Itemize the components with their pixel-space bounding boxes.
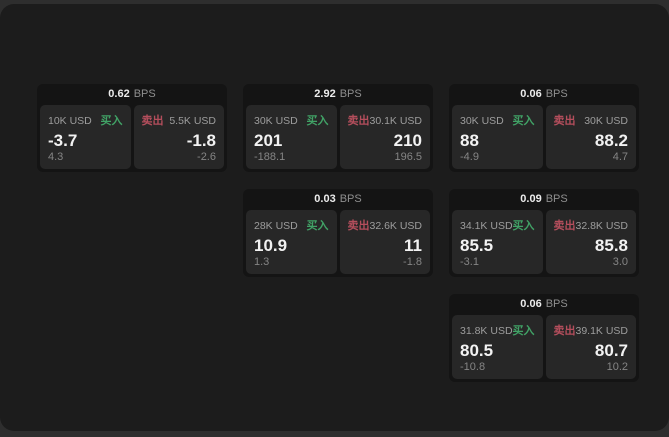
card-body: 34.1K USD 买入 85.5 -3.1 卖出 32.8K USD 85.8… bbox=[449, 209, 639, 277]
card-body: 28K USD 买入 10.9 1.3 卖出 32.6K USD 11 -1.8 bbox=[243, 209, 433, 277]
buy-price: 80.5 bbox=[460, 341, 494, 361]
sell-change: 10.2 bbox=[606, 361, 628, 373]
buy-price: 201 bbox=[254, 131, 283, 151]
buy-change: -10.8 bbox=[460, 361, 486, 373]
sell-action-label: 卖出 bbox=[141, 115, 164, 128]
bps-value: 0.06 bbox=[520, 88, 542, 101]
quote-card: 0.06 BPS 30K USD 买入 88 -4.9 卖出 30K USD bbox=[449, 84, 639, 172]
sell-amount: 32.6K USD bbox=[369, 220, 423, 233]
bps-unit-label: BPS bbox=[545, 88, 568, 101]
buy-action-label: 买入 bbox=[512, 115, 535, 128]
card-body: 30K USD 买入 88 -4.9 卖出 30K USD 88.2 4.7 bbox=[449, 104, 639, 172]
bps-value: 0.62 bbox=[108, 88, 130, 101]
sell-panel[interactable]: 卖出 39.1K USD 80.7 10.2 bbox=[545, 315, 636, 379]
sell-panel[interactable]: 卖出 30K USD 88.2 4.7 bbox=[545, 105, 636, 169]
sell-price: 80.7 bbox=[594, 341, 628, 361]
sell-action-label: 卖出 bbox=[347, 115, 370, 128]
quote-card: 0.06 BPS 31.8K USD 买入 80.5 -10.8 卖出 39.1… bbox=[449, 294, 639, 382]
card-header: 0.09 BPS bbox=[449, 189, 639, 209]
buy-panel[interactable]: 31.8K USD 买入 80.5 -10.8 bbox=[452, 315, 543, 379]
card-body: 30K USD 买入 201 -188.1 卖出 30.1K USD 210 1… bbox=[243, 104, 433, 172]
buy-change: -188.1 bbox=[254, 151, 286, 163]
buy-panel[interactable]: 34.1K USD 买入 85.5 -3.1 bbox=[452, 210, 543, 274]
bps-unit-label: BPS bbox=[339, 88, 362, 101]
buy-amount: 30K USD bbox=[460, 115, 504, 128]
buy-panel[interactable]: 10K USD 买入 -3.7 4.3 bbox=[40, 105, 131, 169]
sell-amount: 39.1K USD bbox=[575, 325, 629, 338]
quote-card: 0.09 BPS 34.1K USD 买入 85.5 -3.1 卖出 32.8K… bbox=[449, 189, 639, 277]
buy-amount: 34.1K USD bbox=[460, 220, 513, 233]
sell-amount: 5.5K USD bbox=[169, 115, 216, 128]
quote-card: 0.03 BPS 28K USD 买入 10.9 1.3 卖出 32.6K US… bbox=[243, 189, 433, 277]
buy-price: 10.9 bbox=[254, 236, 288, 256]
buy-change: -4.9 bbox=[460, 151, 479, 163]
buy-action-label: 买入 bbox=[306, 220, 329, 233]
quote-cards-grid: 0.62 BPS 10K USD 买入 -3.7 4.3 卖出 5.5K USD bbox=[37, 84, 639, 382]
buy-price: -3.7 bbox=[48, 131, 78, 151]
buy-panel[interactable]: 30K USD 买入 88 -4.9 bbox=[452, 105, 543, 169]
buy-change: 1.3 bbox=[254, 256, 270, 268]
bps-unit-label: BPS bbox=[339, 193, 362, 206]
buy-change: -3.1 bbox=[460, 256, 479, 268]
sell-action-label: 卖出 bbox=[347, 220, 370, 233]
card-header: 0.62 BPS bbox=[37, 84, 227, 104]
buy-action-label: 买入 bbox=[100, 115, 123, 128]
sell-action-label: 卖出 bbox=[553, 115, 576, 128]
sell-action-label: 卖出 bbox=[553, 220, 576, 233]
buy-amount: 10K USD bbox=[48, 115, 92, 128]
card-header: 0.06 BPS bbox=[449, 84, 639, 104]
sell-amount: 30K USD bbox=[584, 115, 628, 128]
sell-panel[interactable]: 卖出 32.6K USD 11 -1.8 bbox=[339, 210, 430, 274]
buy-amount: 30K USD bbox=[254, 115, 298, 128]
buy-price: 88 bbox=[460, 131, 479, 151]
quote-card: 0.62 BPS 10K USD 买入 -3.7 4.3 卖出 5.5K USD bbox=[37, 84, 227, 172]
card-body: 31.8K USD 买入 80.5 -10.8 卖出 39.1K USD 80.… bbox=[449, 314, 639, 382]
card-header: 2.92 BPS bbox=[243, 84, 433, 104]
bps-value: 0.06 bbox=[520, 298, 542, 311]
buy-amount: 31.8K USD bbox=[460, 325, 513, 338]
buy-panel[interactable]: 28K USD 买入 10.9 1.3 bbox=[246, 210, 337, 274]
card-body: 10K USD 买入 -3.7 4.3 卖出 5.5K USD -1.8 -2.… bbox=[37, 104, 227, 172]
sell-change: 4.7 bbox=[612, 151, 628, 163]
sell-price: 11 bbox=[404, 236, 422, 256]
sell-change: -1.8 bbox=[403, 256, 422, 268]
bps-value: 2.92 bbox=[314, 88, 336, 101]
sell-amount: 32.8K USD bbox=[575, 220, 629, 233]
sell-price: 88.2 bbox=[594, 131, 628, 151]
buy-action-label: 买入 bbox=[512, 325, 535, 338]
buy-panel[interactable]: 30K USD 买入 201 -188.1 bbox=[246, 105, 337, 169]
sell-change: 3.0 bbox=[612, 256, 628, 268]
sell-amount: 30.1K USD bbox=[369, 115, 423, 128]
quote-card: 2.92 BPS 30K USD 买入 201 -188.1 卖出 30.1K … bbox=[243, 84, 433, 172]
bps-unit-label: BPS bbox=[545, 193, 568, 206]
bps-unit-label: BPS bbox=[133, 88, 156, 101]
sell-panel[interactable]: 卖出 5.5K USD -1.8 -2.6 bbox=[133, 105, 224, 169]
buy-amount: 28K USD bbox=[254, 220, 298, 233]
sell-change: 196.5 bbox=[394, 151, 422, 163]
app-panel: 0.62 BPS 10K USD 买入 -3.7 4.3 卖出 5.5K USD bbox=[0, 4, 669, 431]
buy-action-label: 买入 bbox=[306, 115, 329, 128]
bps-unit-label: BPS bbox=[545, 298, 568, 311]
sell-panel[interactable]: 卖出 32.8K USD 85.8 3.0 bbox=[545, 210, 636, 274]
buy-action-label: 买入 bbox=[512, 220, 535, 233]
sell-change: -2.6 bbox=[197, 151, 216, 163]
sell-price: 85.8 bbox=[594, 236, 628, 256]
card-header: 0.06 BPS bbox=[449, 294, 639, 314]
buy-price: 85.5 bbox=[460, 236, 494, 256]
sell-price: 210 bbox=[393, 131, 422, 151]
bps-value: 0.03 bbox=[314, 193, 336, 206]
buy-change: 4.3 bbox=[48, 151, 64, 163]
bps-value: 0.09 bbox=[520, 193, 542, 206]
sell-action-label: 卖出 bbox=[553, 325, 576, 338]
sell-price: -1.8 bbox=[186, 131, 216, 151]
card-header: 0.03 BPS bbox=[243, 189, 433, 209]
sell-panel[interactable]: 卖出 30.1K USD 210 196.5 bbox=[339, 105, 430, 169]
